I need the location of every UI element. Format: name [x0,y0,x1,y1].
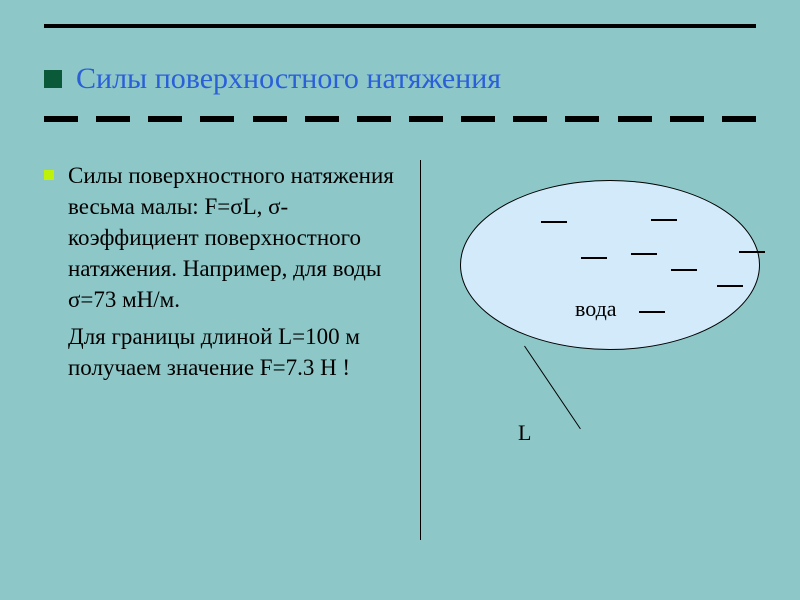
title-bullet-square [44,70,62,88]
surface-dash [639,311,665,313]
diagram-area: вода L [440,170,770,470]
paragraph-1: Силы поверхностного натяжения весьма мал… [68,160,404,315]
paragraph-2: Для границы длиной L=100 м получаем знач… [68,321,404,383]
water-ellipse [460,180,760,350]
surface-dash [651,219,677,221]
surface-dash [717,285,743,287]
top-horizontal-rule [44,24,756,28]
surface-dash [671,269,697,271]
surface-dash [631,253,657,255]
body-bullet-square [44,170,54,180]
water-label: вода [575,296,617,322]
body-content: Силы поверхностного натяжения весьма мал… [44,160,404,391]
surface-dash [541,221,567,223]
length-label: L [518,420,531,446]
paragraph-row: Силы поверхностного натяжения весьма мал… [44,160,404,383]
dashed-horizontal-rule [44,116,756,122]
pointer-line [524,346,581,429]
slide-title: Силы поверхностного натяжения [76,62,501,96]
title-row: Силы поверхностного натяжения [44,62,501,96]
surface-dash [739,251,765,253]
surface-dash [581,257,607,259]
vertical-divider [420,160,421,540]
